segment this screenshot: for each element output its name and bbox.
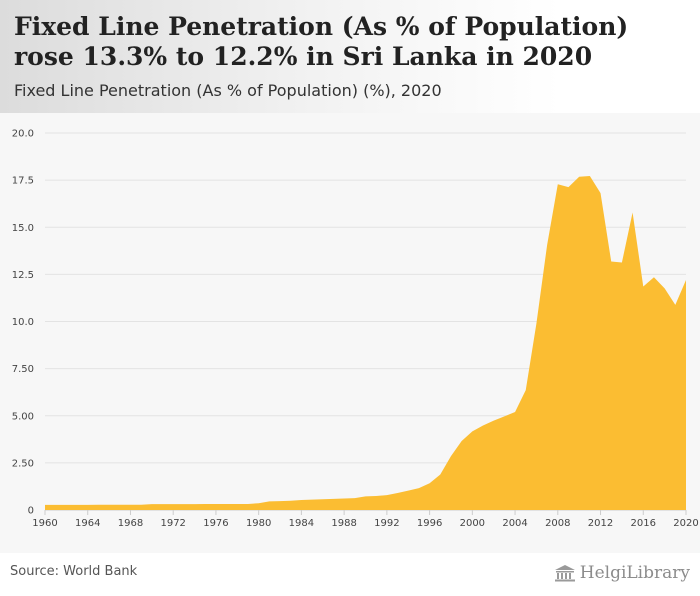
page-title: Fixed Line Penetration (As % of Populati…	[14, 12, 629, 71]
x-tick-label: 1980	[246, 518, 271, 529]
data-point	[44, 504, 46, 506]
data-point	[140, 504, 142, 506]
data-point	[76, 504, 78, 506]
data-point	[599, 192, 601, 194]
brand-name: HelgiLibrary	[579, 563, 690, 583]
data-point	[525, 389, 527, 391]
y-tick-label: 7.50	[12, 364, 34, 375]
data-point	[396, 492, 398, 494]
data-point	[322, 498, 324, 500]
area-chart: 0 2.50 5.00 7.50 10.0 12.5 15.0 17.5 20.0 1960 196…	[0, 113, 700, 553]
data-point	[279, 500, 281, 502]
data-point	[631, 211, 633, 213]
data-point	[204, 503, 206, 505]
data-point	[375, 495, 377, 497]
data-point	[215, 503, 217, 505]
data-point	[418, 487, 420, 489]
data-point	[621, 261, 623, 263]
data-point	[642, 285, 644, 287]
data-point	[557, 183, 559, 185]
x-tick-label: 1968	[118, 518, 143, 529]
data-point	[514, 411, 516, 413]
data-point	[65, 504, 67, 506]
y-tick-label: 12.5	[12, 270, 34, 281]
data-point	[172, 503, 174, 505]
data-point	[364, 495, 366, 497]
y-tick-label: 17.5	[12, 176, 34, 187]
data-point	[332, 498, 334, 500]
x-tick-label: 2012	[588, 518, 613, 529]
data-point	[97, 504, 99, 506]
data-point	[663, 287, 665, 289]
data-point	[354, 497, 356, 499]
data-point	[685, 279, 687, 281]
chart-area: 0 2.50 5.00 7.50 10.0 12.5 15.0 17.5 20.0 1960 196…	[0, 113, 700, 553]
data-point	[257, 502, 259, 504]
data-point	[386, 494, 388, 496]
data-point	[546, 244, 548, 246]
data-point	[268, 500, 270, 502]
y-tick-label: 10.0	[12, 317, 34, 328]
x-tick-label: 1984	[289, 518, 314, 529]
data-point	[610, 260, 612, 262]
header-banner: Fixed Line Penetration (As % of Populati…	[0, 0, 700, 113]
data-point	[493, 419, 495, 421]
y-tick-label: 5.00	[12, 411, 34, 422]
data-point	[674, 304, 676, 306]
data-point	[589, 175, 591, 177]
chart-svg: 0 2.50 5.00 7.50 10.0 12.5 15.0 17.5 20.0 1960 196…	[12, 129, 699, 530]
data-point	[193, 503, 195, 505]
y-tick-label: 0	[28, 506, 34, 517]
area-series	[45, 175, 686, 511]
x-tick-label: 1960	[32, 518, 57, 529]
data-point	[225, 503, 227, 505]
x-tick-label: 1988	[331, 518, 356, 529]
data-point	[236, 503, 238, 505]
y-tick-label: 2.50	[12, 458, 34, 469]
data-point	[653, 276, 655, 278]
x-tick-label: 2000	[460, 518, 485, 529]
x-tick-label: 2020	[673, 518, 698, 529]
data-point	[503, 415, 505, 417]
data-point	[428, 482, 430, 484]
data-point	[482, 424, 484, 426]
data-point	[407, 489, 409, 491]
y-tick-label: 20.0	[12, 129, 34, 140]
data-point	[129, 504, 131, 506]
x-tick-label: 1976	[203, 518, 228, 529]
library-building-icon	[554, 565, 575, 582]
x-tick-label: 2004	[502, 518, 527, 529]
data-point	[290, 500, 292, 502]
x-tick-label: 1972	[160, 518, 185, 529]
data-point	[54, 504, 56, 506]
data-point	[108, 504, 110, 506]
chart-subtitle: Fixed Line Penetration (As % of Populati…	[14, 81, 442, 100]
footer: Source: World Bank HelgiLibrary	[0, 553, 700, 596]
data-point	[343, 497, 345, 499]
data-point	[161, 503, 163, 505]
data-point	[460, 440, 462, 442]
data-point	[87, 504, 89, 506]
data-point	[300, 499, 302, 501]
data-point	[183, 503, 185, 505]
x-tick-label: 1996	[417, 518, 442, 529]
data-point	[450, 455, 452, 457]
data-point	[578, 176, 580, 178]
brand-logo: HelgiLibrary	[554, 561, 690, 585]
source-note: Source: World Bank	[10, 564, 138, 579]
data-point	[151, 503, 153, 505]
data-point	[535, 322, 537, 324]
data-point	[567, 186, 569, 188]
data-point	[119, 504, 121, 506]
data-point	[247, 503, 249, 505]
x-tick-label: 2016	[631, 518, 656, 529]
data-point	[439, 473, 441, 475]
x-tick-label: 2008	[545, 518, 570, 529]
data-point	[311, 498, 313, 500]
x-tick-label: 1992	[374, 518, 399, 529]
data-point	[471, 430, 473, 432]
x-tick-label: 1964	[75, 518, 100, 529]
y-tick-label: 15.0	[12, 223, 34, 234]
